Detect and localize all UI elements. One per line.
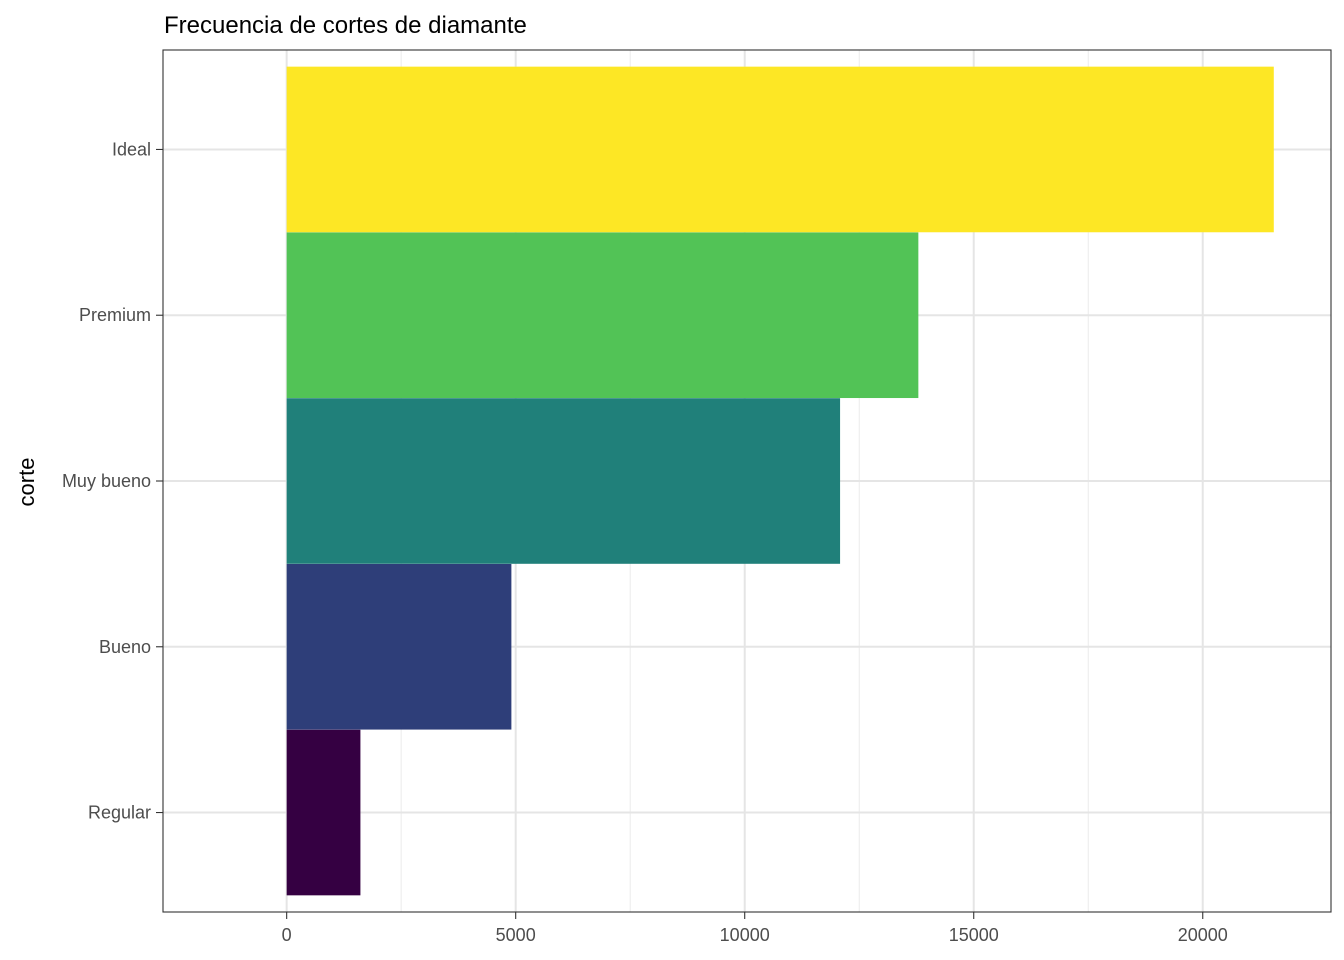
y-axis: Ideal Premium Muy bueno Bueno Regular bbox=[62, 139, 163, 823]
bars bbox=[286, 66, 1274, 896]
x-tick-label: 0 bbox=[282, 925, 292, 945]
x-tick-label: 20000 bbox=[1178, 925, 1228, 945]
y-tick-label: Ideal bbox=[112, 139, 151, 159]
y-tick-label: Regular bbox=[88, 803, 151, 823]
y-tick-label: Bueno bbox=[99, 637, 151, 657]
y-tick-label: Premium bbox=[79, 305, 151, 325]
y-axis-title: corte bbox=[14, 458, 39, 507]
x-tick-label: 10000 bbox=[720, 925, 770, 945]
x-axis: 0 5000 10000 15000 20000 bbox=[282, 912, 1228, 945]
bar-muy-bueno bbox=[286, 398, 841, 564]
bar-regular bbox=[286, 729, 361, 896]
bar-premium bbox=[286, 232, 919, 399]
x-tick-label: 15000 bbox=[949, 925, 999, 945]
bar-ideal bbox=[286, 66, 1274, 233]
chart-title: Frecuencia de cortes de diamante bbox=[164, 12, 527, 39]
x-tick-label: 5000 bbox=[496, 925, 536, 945]
y-tick-label: Muy bueno bbox=[62, 471, 151, 491]
bar-bueno bbox=[286, 563, 512, 730]
